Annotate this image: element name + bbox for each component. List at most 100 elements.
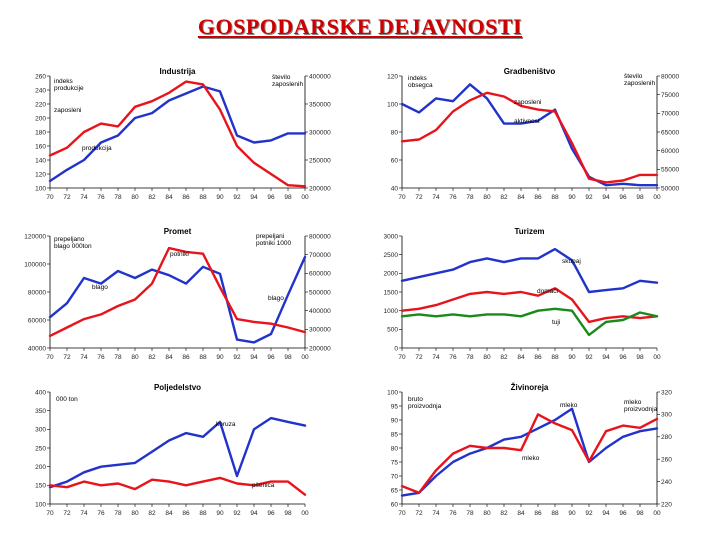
chart-promet-panel: Promet 70 72 74 76 78 80 82 84 86 88 90 92 94 96 98 00 40… xyxy=(20,226,340,376)
annotation: koruza xyxy=(216,421,236,428)
x-tick-label: 00 xyxy=(301,510,309,517)
y-tick-label: 60 xyxy=(391,157,399,164)
annotation: indeks produkcije xyxy=(54,78,84,92)
y-right-tick-label: 200000 xyxy=(309,345,331,352)
y-right-tick-label: 260 xyxy=(661,457,672,464)
y-tick-label: 150 xyxy=(35,483,46,490)
y-tick-label: 40 xyxy=(391,185,399,192)
annotation: zaposleni xyxy=(514,99,541,106)
x-tick-label: 90 xyxy=(216,194,224,201)
x-tick-label: 76 xyxy=(97,510,105,517)
x-tick-label: 84 xyxy=(165,194,173,201)
x-tick-label: 76 xyxy=(97,354,105,361)
x-tick-label: 74 xyxy=(80,510,88,517)
y-tick-label: 100 xyxy=(387,101,398,108)
y-tick-label: 120 xyxy=(387,73,398,80)
chart-zivinoreja: Živinoreja 70 72 74 76 78 80 82 84 86 88 90 92 94 96 98… xyxy=(387,383,672,517)
y-right-tick-label: 300 xyxy=(661,412,672,419)
y-right-tick-label: 70000 xyxy=(661,111,679,118)
x-tick-label: 86 xyxy=(182,510,190,517)
x-tick-label: 76 xyxy=(449,510,457,517)
x-tick-label: 00 xyxy=(653,194,661,201)
y-right-tick-label: 280 xyxy=(661,434,672,441)
x-tick-label: 72 xyxy=(415,354,423,361)
x-tick-label: 88 xyxy=(199,354,207,361)
x-tick-label: 96 xyxy=(267,194,275,201)
y-tick-label: 300 xyxy=(35,427,46,434)
x-tick-label: 70 xyxy=(46,510,54,517)
x-tick-label: 90 xyxy=(568,510,576,517)
y-tick-label: 240 xyxy=(35,87,46,94)
y-tick-label: 400 xyxy=(35,389,46,396)
y-tick-label: 260 xyxy=(35,73,46,80)
y-tick-label: 1500 xyxy=(384,289,399,296)
annotation: pšenica xyxy=(252,482,275,489)
x-tick-label: 72 xyxy=(63,194,71,201)
annotation: prepeljani potniki 1000 xyxy=(256,233,291,247)
annotation: skupaj xyxy=(562,258,581,265)
chart-title: Živinoreja xyxy=(511,383,549,392)
x-tick-label: 82 xyxy=(500,194,508,201)
annotation: zaposleni xyxy=(54,107,81,114)
annotation: domači xyxy=(537,288,558,295)
x-tick-label: 74 xyxy=(80,194,88,201)
y-right-tick-label: 200000 xyxy=(309,185,331,192)
y-tick-label: 2000 xyxy=(384,271,399,278)
chart-promet: Promet 70 72 74 76 78 80 82 84 86 88 90 92 94 96 98 00 40… xyxy=(24,227,331,361)
chart-gradbenistvo-panel: Gradbeništvo 70 72 74 76 78 80 82 84 86 88 90 92 94 96… xyxy=(372,66,692,216)
x-tick-label: 82 xyxy=(148,194,156,201)
annotation: potniki xyxy=(170,251,189,258)
x-tick-label: 72 xyxy=(415,194,423,201)
annotation: število zaposlenih xyxy=(624,73,655,87)
x-tick-label: 90 xyxy=(216,510,224,517)
x-tick-label: 88 xyxy=(199,510,207,517)
y-tick-label: 90 xyxy=(391,417,399,424)
series-line-aktivnost xyxy=(400,83,659,187)
x-tick-label: 00 xyxy=(653,354,661,361)
x-tick-label: 76 xyxy=(449,354,457,361)
y-right-tick-label: 500000 xyxy=(309,289,331,296)
y-right-tick-label: 220 xyxy=(661,501,672,508)
x-tick-label: 92 xyxy=(233,354,241,361)
y-right-tick-label: 300000 xyxy=(309,327,331,334)
series-line-pšenica xyxy=(48,476,307,496)
annotation: blago xyxy=(268,295,284,302)
annotation: mleko xyxy=(560,402,578,409)
series-line-zaposleni xyxy=(48,80,307,188)
x-tick-label: 88 xyxy=(551,194,559,201)
x-tick-label: 76 xyxy=(97,194,105,201)
x-tick-label: 98 xyxy=(636,510,644,517)
x-tick-label: 96 xyxy=(619,194,627,201)
x-tick-label: 84 xyxy=(517,194,525,201)
x-tick-label: 98 xyxy=(284,354,292,361)
annotation: bruto proizvodnja xyxy=(408,396,442,410)
x-tick-label: 94 xyxy=(250,194,258,201)
y-right-tick-label: 60000 xyxy=(661,148,679,155)
x-tick-label: 70 xyxy=(398,354,406,361)
annotation: produkcija xyxy=(82,145,112,152)
y-tick-label: 100 xyxy=(35,501,46,508)
x-tick-label: 90 xyxy=(568,194,576,201)
y-right-tick-label: 50000 xyxy=(661,185,679,192)
x-tick-label: 92 xyxy=(233,510,241,517)
x-tick-label: 78 xyxy=(466,194,474,201)
y-tick-label: 200 xyxy=(35,115,46,122)
x-tick-label: 86 xyxy=(182,354,190,361)
chart-gradbenistvo: Gradbeništvo 70 72 74 76 78 80 82 84 86 88 90 92 94 96… xyxy=(387,67,679,201)
x-tick-label: 96 xyxy=(267,510,275,517)
y-tick-label: 120000 xyxy=(24,233,46,240)
x-tick-label: 88 xyxy=(551,510,559,517)
y-right-tick-label: 250000 xyxy=(309,157,331,164)
x-tick-label: 72 xyxy=(63,354,71,361)
x-tick-label: 82 xyxy=(500,510,508,517)
y-tick-label: 65 xyxy=(391,487,399,494)
x-tick-label: 78 xyxy=(466,354,474,361)
series-line-zaposleni xyxy=(400,91,659,184)
y-tick-label: 3000 xyxy=(384,233,399,240)
x-tick-label: 74 xyxy=(432,510,440,517)
x-tick-label: 98 xyxy=(284,510,292,517)
annotation: število zaposlenih xyxy=(272,74,303,88)
x-tick-label: 90 xyxy=(568,354,576,361)
x-tick-label: 80 xyxy=(483,510,491,517)
